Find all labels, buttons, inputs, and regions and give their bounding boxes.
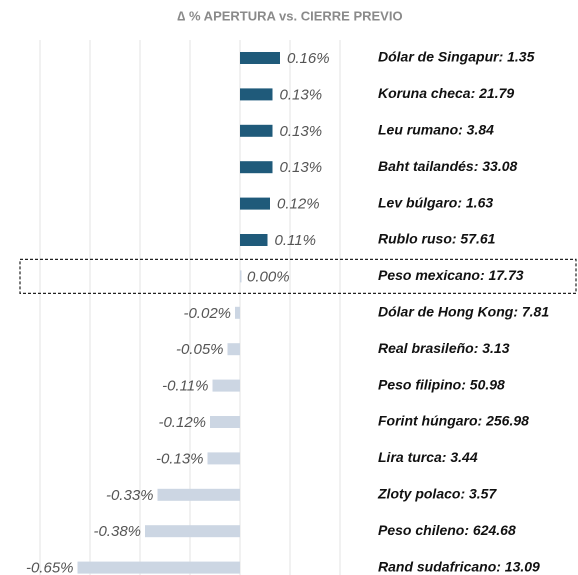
category-label: Koruna checa: 21.79 [378, 85, 514, 101]
chart-title: ∆ % APERTURA vs. CIERRE PREVIO [177, 8, 402, 23]
category-label: Rand sudafricano: 13.09 [378, 558, 540, 574]
bar [240, 88, 273, 101]
bar [145, 525, 240, 538]
value-label: -0.02% [183, 305, 231, 322]
highlight-box [19, 258, 577, 294]
category-label: Lev búlgaro: 1.63 [378, 194, 493, 210]
value-label: 0.13% [280, 123, 323, 140]
bar [240, 270, 242, 283]
value-label: 0.12% [277, 196, 320, 213]
bar [77, 561, 240, 574]
category-label: Dólar de Hong Kong: 7.81 [378, 304, 549, 320]
category-label: Peso chileno: 624.68 [378, 522, 516, 538]
bar [240, 124, 273, 137]
category-label: Lira turca: 3.44 [378, 449, 478, 465]
value-label: -0.05% [176, 341, 224, 358]
value-label: -0.65% [26, 560, 74, 575]
bar [240, 52, 280, 64]
category-label: Rublo ruso: 57.61 [378, 231, 496, 247]
value-label: -0.13% [156, 450, 204, 467]
value-label: -0.38% [93, 523, 141, 540]
value-label: 0.13% [280, 159, 323, 176]
value-label: 0.13% [280, 86, 323, 103]
bar [240, 197, 270, 210]
bar [210, 416, 240, 428]
value-label: -0.11% [162, 378, 208, 395]
category-label: Peso mexicano: 17.73 [378, 267, 524, 283]
bar [227, 343, 240, 356]
value-label: 0.11% [275, 232, 316, 249]
bar [157, 488, 240, 501]
value-label: -0.33% [106, 487, 154, 504]
category-label: Forint húngaro: 256.98 [378, 413, 529, 429]
value-label: -0.12% [158, 414, 206, 431]
bar [240, 161, 273, 174]
category-label: Peso filipino: 50.98 [378, 376, 505, 392]
value-label: 0.16% [287, 50, 330, 67]
category-label: Leu rumano: 3.84 [378, 122, 494, 138]
category-label: Real brasileño: 3.13 [378, 340, 510, 356]
bar [235, 306, 240, 319]
category-label: Baht tailandés: 33.08 [378, 158, 517, 174]
bar [240, 234, 268, 246]
bar [207, 452, 240, 465]
bar [212, 379, 240, 392]
category-label: Dólar de Singapur: 1.35 [378, 49, 535, 65]
category-label: Zloty polaco: 3.57 [377, 486, 497, 502]
value-label: 0.00% [247, 268, 290, 285]
